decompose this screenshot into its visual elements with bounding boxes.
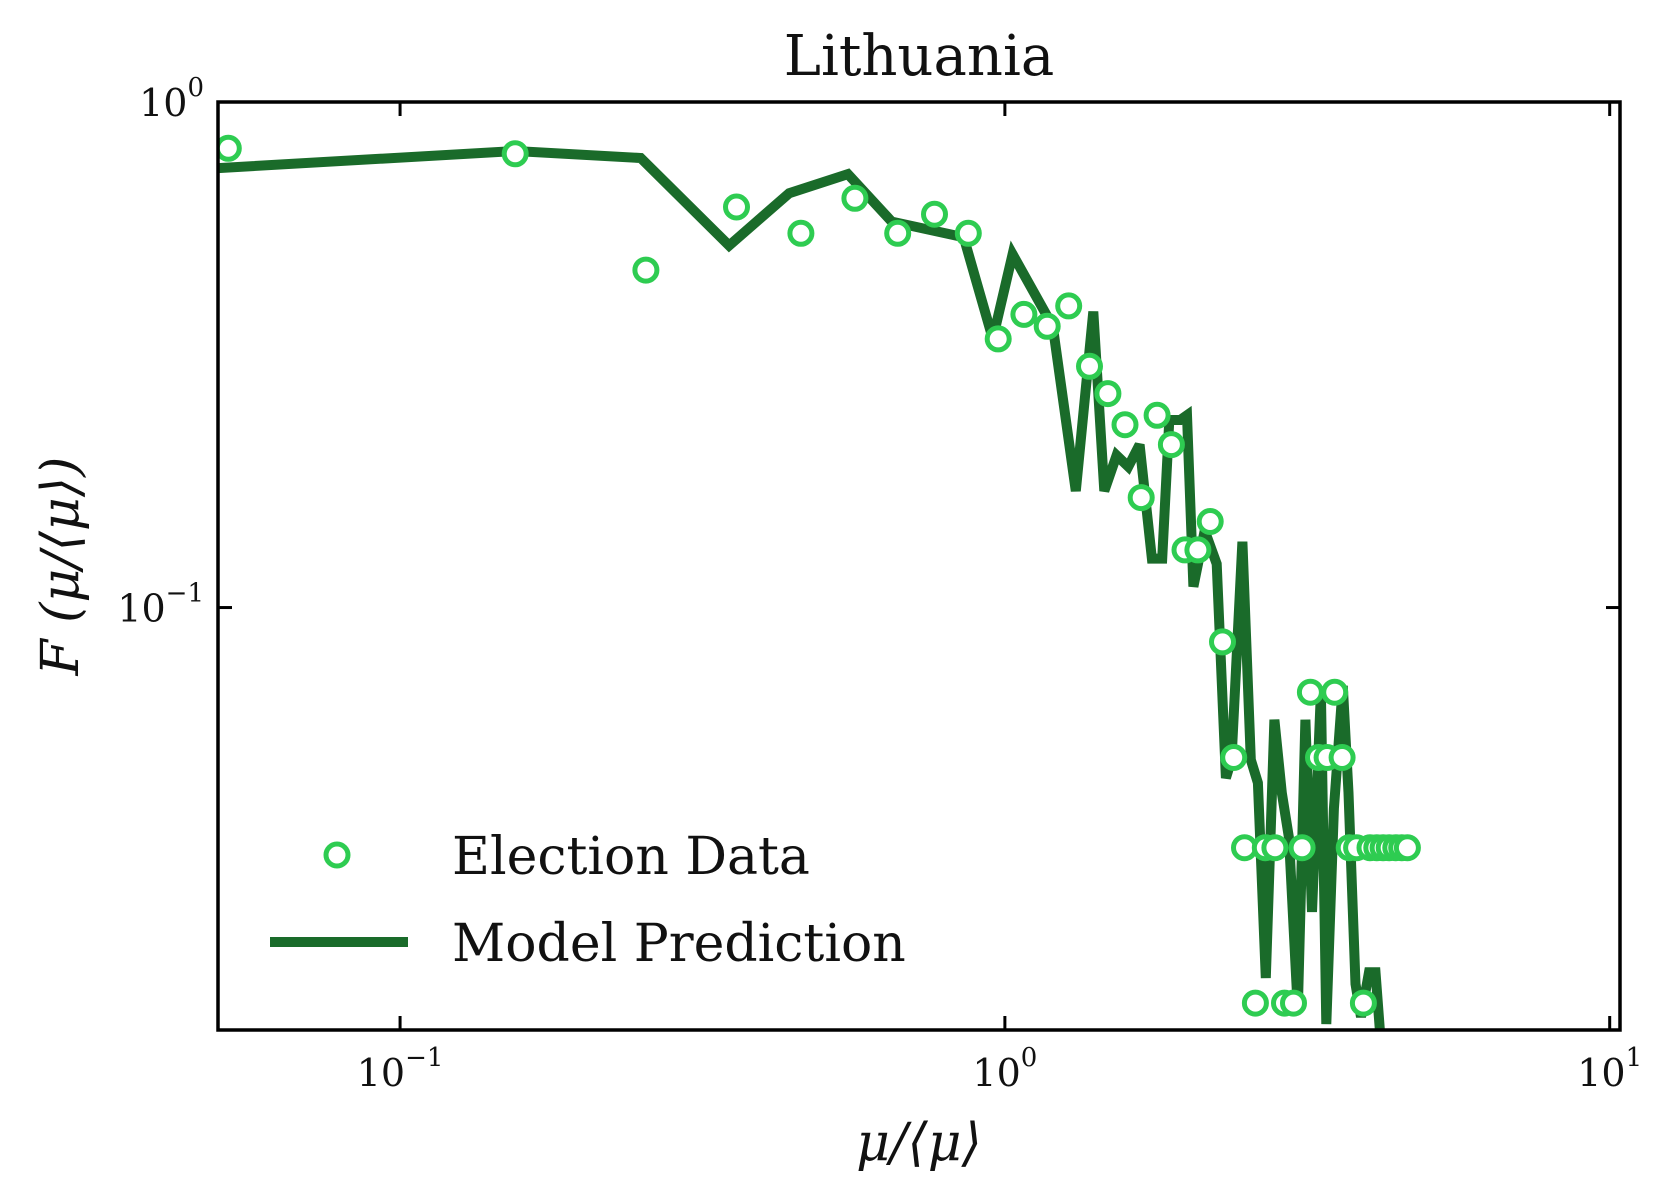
election-data-point [1157,431,1185,459]
election-data-point [1033,312,1061,340]
x-tick-label-0: 10−1 [357,1043,444,1095]
election-data-point [1393,834,1421,862]
election-data-point [1010,300,1038,328]
election-data-point [1241,989,1269,1017]
election-data-point [1288,834,1316,862]
plot-frame [216,100,1622,1032]
x-tick-label-1: 100 [972,1043,1037,1095]
x-tick-label-2: 101 [1577,1043,1642,1095]
election-data-point [1127,484,1155,512]
y-axis-label: F (μ/⟨μ⟩) [31,457,91,677]
election-data-layer [218,134,1421,1017]
election-data-point [1196,508,1224,535]
election-data-point [1261,834,1289,862]
election-data-point [787,219,815,247]
election-data-point [1055,292,1083,320]
election-data-point [921,200,948,228]
legend: Election Data Model Prediction [270,827,906,974]
election-data-point [632,256,660,284]
election-data-point [1209,628,1236,656]
election-data-point [1184,536,1212,564]
y-axis-ticks: 100 10−1 [117,73,1620,631]
election-data-point [1220,744,1248,771]
election-data-point [501,140,529,168]
election-data-point [1076,352,1103,380]
election-data-point [1321,678,1349,706]
election-data-point [1296,678,1324,706]
election-data-point [954,219,982,247]
election-data-point [1111,411,1139,439]
x-axis-label: μ/⟨μ⟩ [856,1113,982,1173]
election-data-point [723,193,750,221]
y-tick-label-0: 100 [139,73,204,125]
legend-marker-election-data [323,841,351,869]
election-data-point [1280,989,1307,1017]
election-data-point [1349,989,1377,1017]
legend-label-model-prediction: Model Prediction [452,914,906,974]
election-data-point [841,184,869,212]
election-data-point [1143,401,1171,429]
y-tick-label-1: 10−1 [117,579,204,631]
election-data-point [984,325,1012,353]
plot-area [216,100,1622,1032]
election-data-point [1328,744,1356,771]
chart-title: Lithuania [784,24,1054,89]
election-data-point [884,219,912,247]
legend-label-election-data: Election Data [452,827,810,887]
election-data-point [1094,380,1122,408]
election-data-point [218,134,242,162]
